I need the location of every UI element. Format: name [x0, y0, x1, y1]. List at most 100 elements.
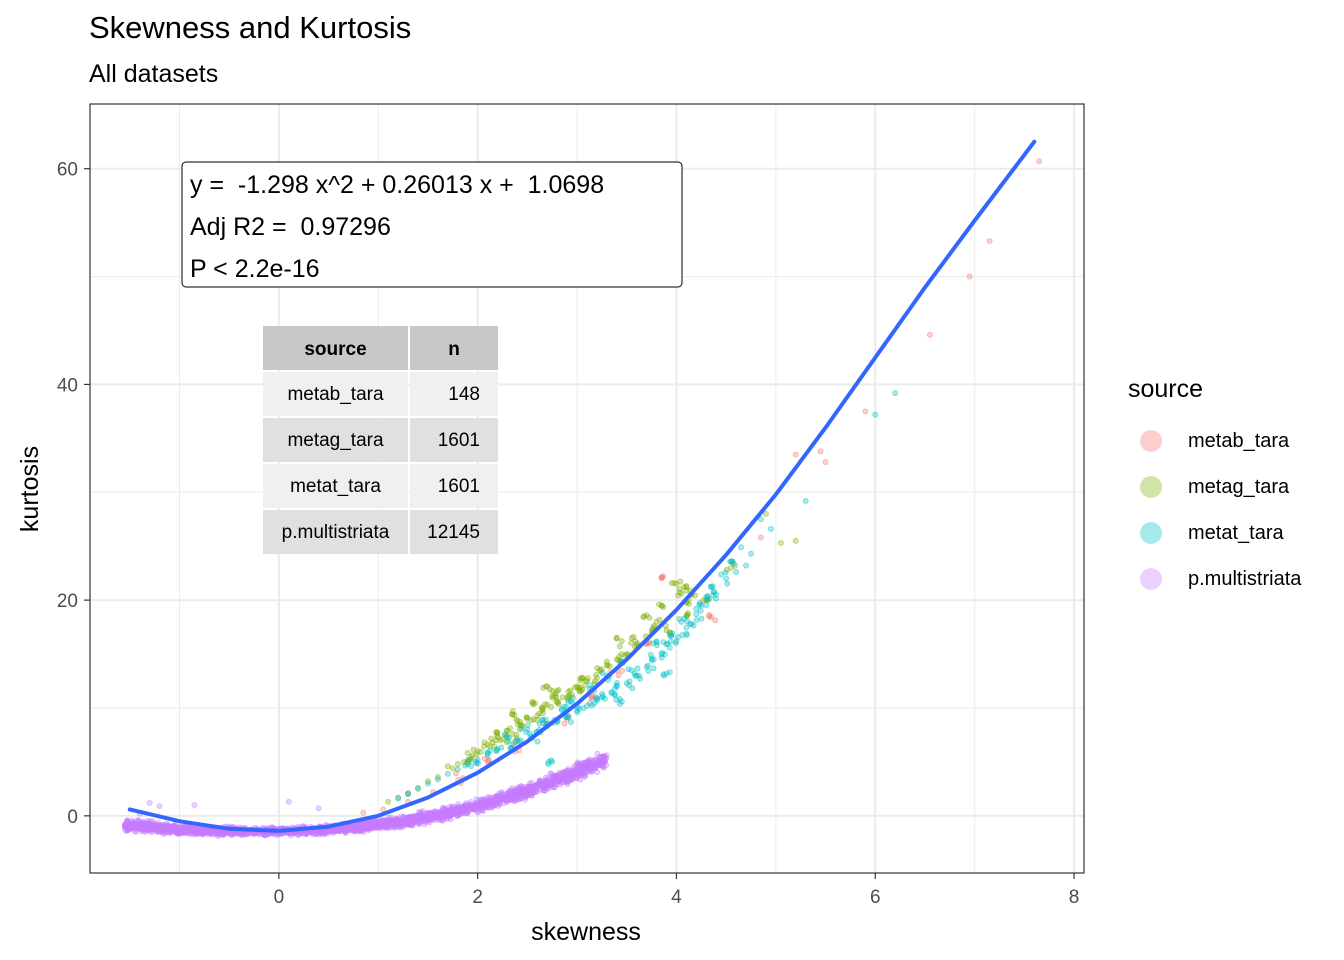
point-metag-tara	[509, 711, 515, 718]
point-metab-tara	[1036, 158, 1043, 165]
point-metat-tara	[505, 738, 511, 744]
point-metag-tara	[604, 662, 611, 669]
x-tick-label: 6	[870, 887, 881, 908]
point-metag-tara	[523, 714, 530, 721]
point-metat-tara	[468, 763, 475, 769]
point-metat-tara	[733, 569, 739, 575]
point-metat-tara	[722, 569, 729, 576]
point-p-multistriata	[532, 785, 539, 792]
point-metag-tara	[656, 616, 663, 623]
legend-item-metat-tara: metat_tara	[1128, 510, 1301, 556]
point-metag-tara	[763, 510, 769, 517]
fit-adj-r2: Adj R2 = 0.97296	[190, 213, 391, 241]
point-metat-tara	[650, 640, 657, 647]
point-p-multistriata	[516, 796, 523, 803]
point-p-multistriata	[553, 781, 560, 788]
point-metag-tara	[540, 684, 547, 691]
point-p-multistriata	[312, 830, 319, 837]
point-metat-tara	[648, 657, 655, 664]
point-metat-tara	[589, 702, 595, 709]
equation-box: y = -1.298 x^2 + 0.26013 x + 1.0698 Adj …	[181, 161, 683, 288]
legend-key-p-multistriata	[1140, 568, 1162, 590]
point-metag-tara	[538, 704, 545, 711]
point-metat-tara	[543, 716, 549, 723]
point-metag-tara	[385, 798, 392, 805]
legend-key-metat-tara	[1140, 522, 1162, 544]
x-axis-label: skewness	[531, 918, 641, 946]
point-metat-tara	[743, 562, 749, 569]
point-metat-tara	[666, 632, 673, 639]
point-p-multistriata	[404, 818, 411, 825]
point-metag-tara	[777, 540, 784, 546]
point-p-multistriata	[393, 816, 400, 822]
point-metag-tara	[539, 710, 546, 717]
point-metat-tara	[724, 580, 731, 587]
point-metab-tara	[706, 612, 713, 618]
point-p-multistriata	[367, 825, 374, 832]
point-metag-tara	[444, 763, 451, 770]
point-metab-tara	[862, 408, 869, 415]
point-metag-tara	[646, 614, 653, 621]
point-metag-tara	[660, 604, 667, 610]
point-p-multistriata	[554, 772, 560, 779]
point-metag-tara	[449, 765, 456, 772]
point-metag-tara	[792, 537, 799, 544]
point-p-multistriata	[354, 827, 361, 834]
point-p-multistriata	[528, 779, 535, 786]
point-metab-tara	[360, 809, 367, 816]
point-p-multistriata	[573, 772, 580, 779]
point-metat-tara	[524, 722, 531, 728]
point-metat-tara	[493, 747, 500, 754]
point-metat-tara	[626, 678, 633, 685]
point-metat-tara	[634, 665, 641, 672]
point-metag-tara	[464, 750, 471, 756]
point-p-multistriata	[428, 813, 434, 819]
point-metat-tara	[748, 550, 754, 557]
point-metat-tara	[660, 671, 667, 678]
point-p-multistriata	[462, 807, 469, 813]
point-metab-tara	[758, 534, 764, 541]
point-metat-tara	[802, 498, 809, 504]
point-metat-tara	[767, 526, 774, 532]
point-p-multistriata	[380, 817, 387, 824]
point-metab-tara	[588, 695, 595, 701]
point-p-multistriata	[322, 829, 329, 835]
point-metag-tara	[470, 746, 477, 753]
x-tick-label: 2	[472, 887, 483, 908]
point-metat-tara	[444, 770, 451, 777]
point-p-multistriata	[480, 800, 487, 806]
point-metab-tara	[615, 672, 622, 679]
point-metag-tara	[685, 601, 692, 607]
point-metat-tara	[434, 776, 441, 783]
point-metat-tara	[872, 411, 879, 418]
point-p-multistriata	[201, 826, 208, 833]
point-p-multistriata	[166, 830, 173, 836]
legend: source metab_tara metag_tara metat_tara …	[1128, 375, 1301, 602]
point-metat-tara	[693, 611, 700, 618]
legend-title: source	[1128, 375, 1204, 403]
point-metag-tara	[528, 717, 535, 724]
point-p-multistriata	[384, 822, 390, 828]
point-metat-tara	[738, 544, 744, 551]
point-metat-tara	[594, 695, 601, 701]
point-p-multistriata	[153, 824, 160, 831]
point-p-multistriata	[578, 772, 585, 778]
point-metat-tara	[644, 662, 651, 669]
point-metab-tara	[561, 720, 568, 727]
point-metag-tara	[559, 694, 566, 701]
fit-equation: y = -1.298 x^2 + 0.26013 x + 1.0698	[190, 171, 604, 199]
point-metag-tara	[618, 638, 625, 645]
point-metat-tara	[672, 640, 679, 647]
table-cell-source: metag_tara	[287, 430, 384, 451]
point-metag-tara	[616, 643, 623, 650]
y-tick-label: 60	[57, 160, 78, 181]
point-metat-tara	[625, 666, 632, 673]
point-metat-tara	[666, 669, 673, 676]
table-cell-n: 12145	[427, 522, 480, 543]
point-metag-tara	[684, 610, 691, 617]
table-cell-source: p.multistriata	[282, 522, 390, 543]
point-p-multistriata	[136, 824, 143, 830]
legend-label-metat-tara: metat_tara	[1188, 521, 1284, 544]
point-metat-tara	[684, 618, 691, 625]
point-p-multistriata	[175, 828, 182, 835]
